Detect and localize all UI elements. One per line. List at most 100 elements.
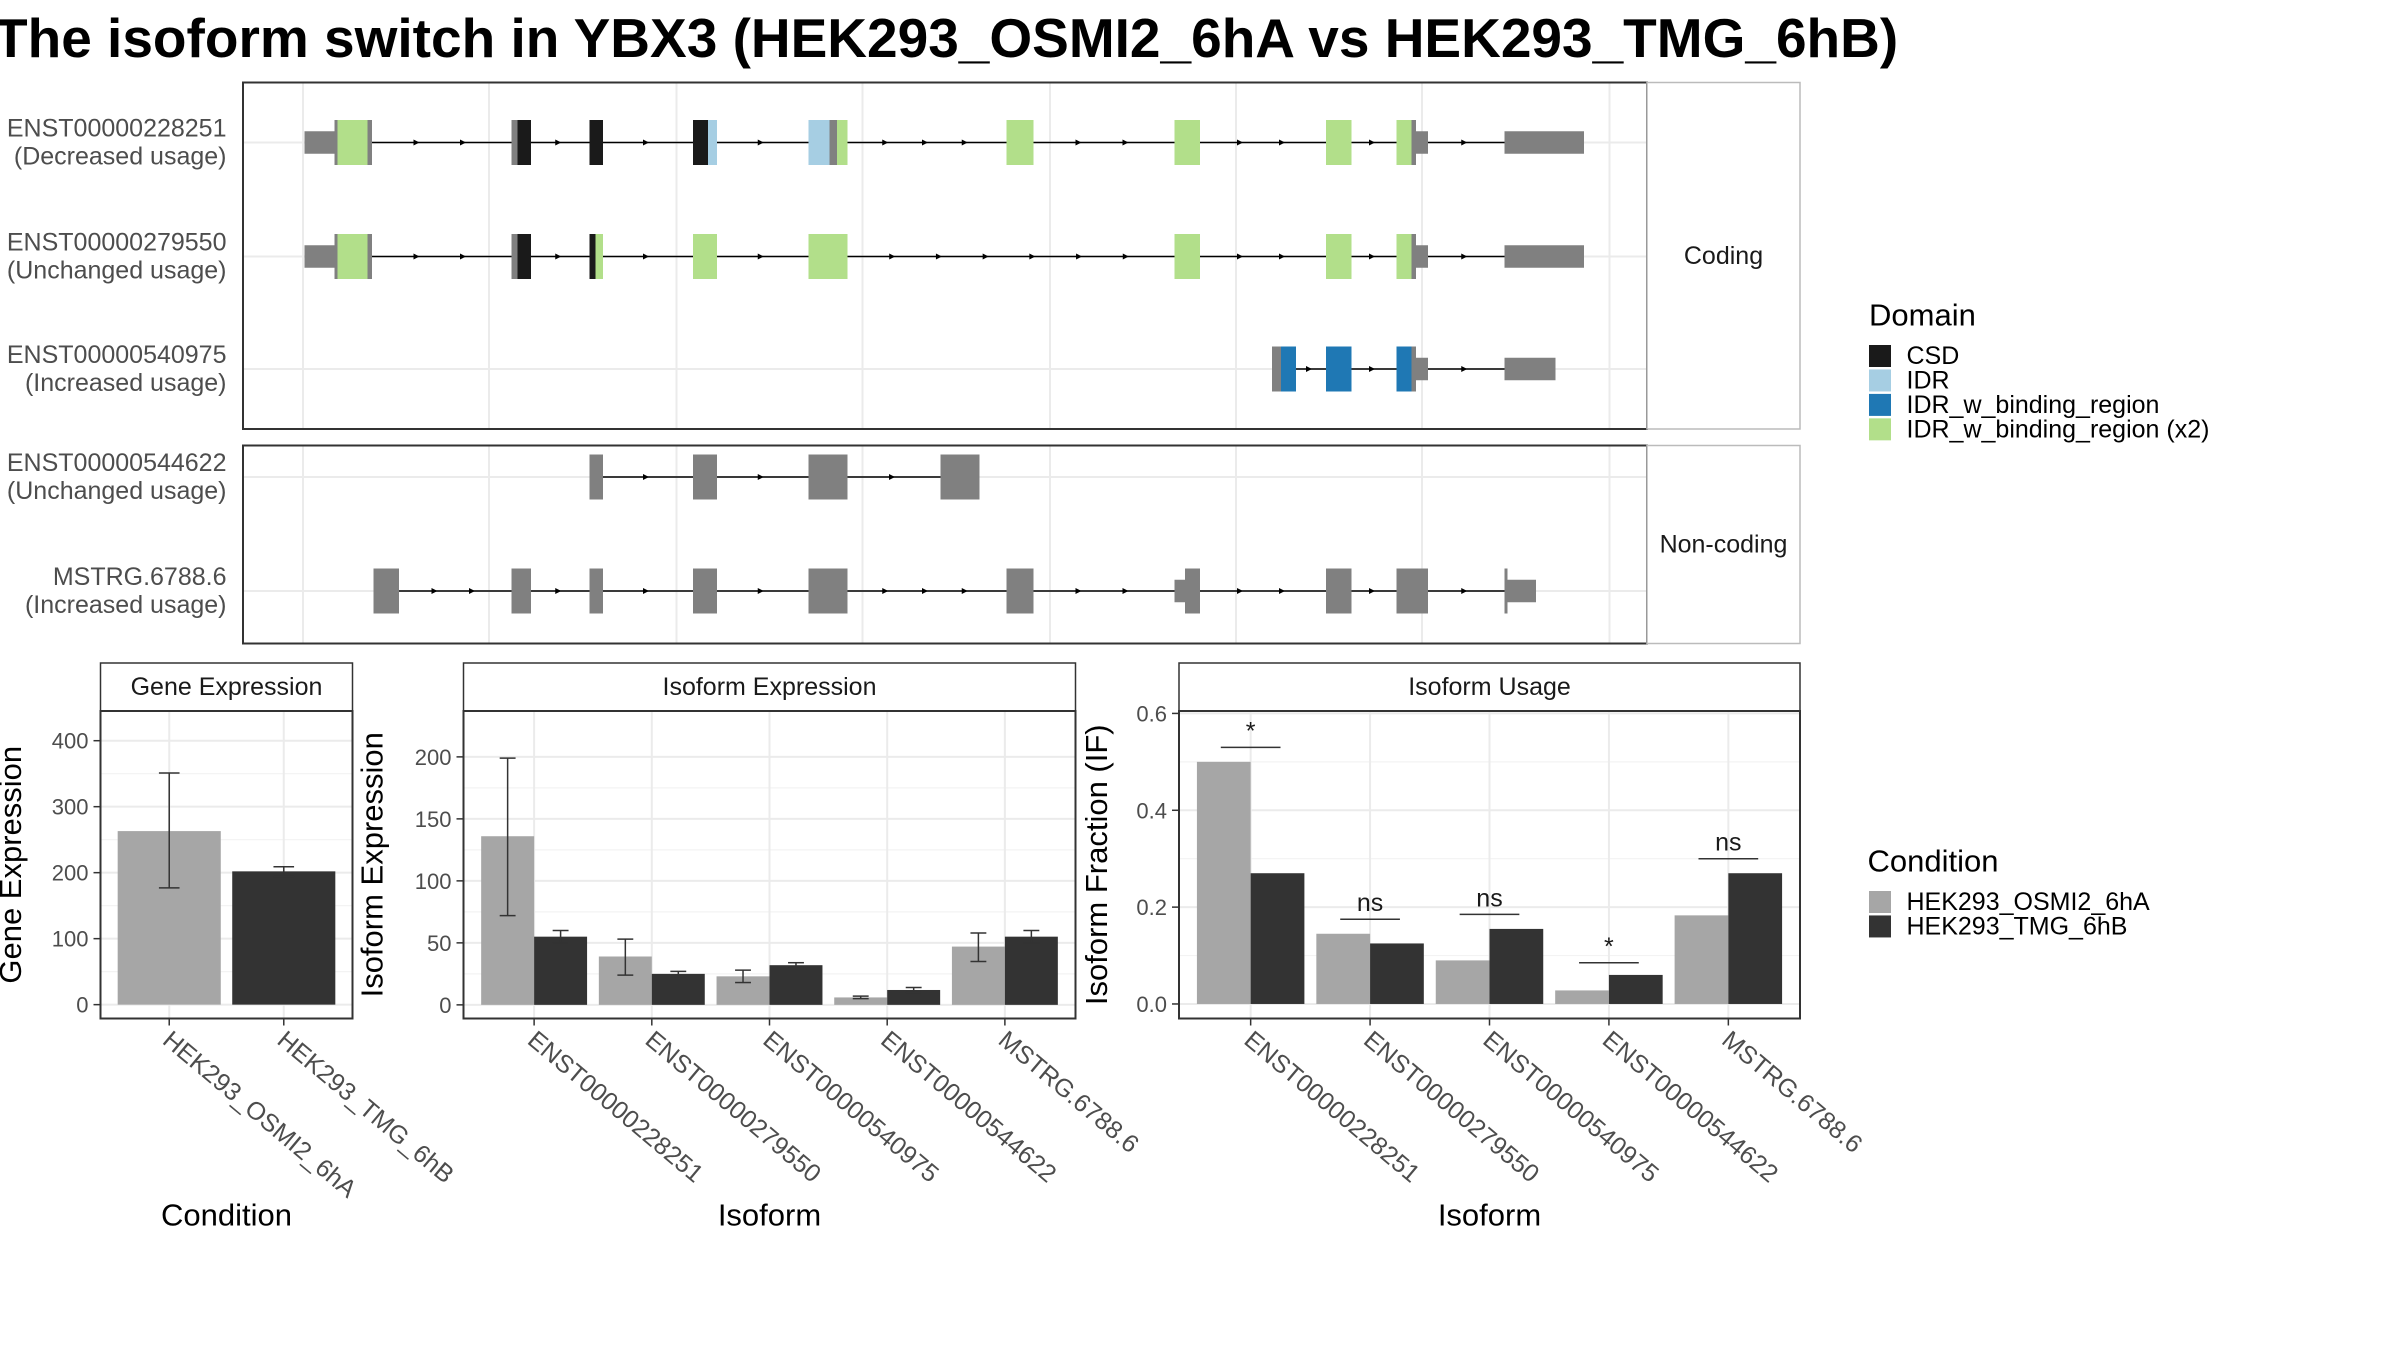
exon-block: [1396, 234, 1412, 279]
intron-arrow: [460, 139, 466, 146]
transcript-usage-label: (Unchanged usage): [7, 477, 227, 505]
bar-ENST00000279550-0: [1316, 933, 1371, 1004]
exon-block: [693, 568, 717, 614]
bar-ENST00000540975-1: [1489, 928, 1544, 1004]
exon-block: [940, 454, 980, 500]
chart-title-strip: [99, 662, 354, 712]
exon-block: [589, 120, 603, 165]
exon-block: [1411, 120, 1416, 165]
y-tick-label: 0: [439, 993, 451, 1018]
intron-arrow: [431, 588, 438, 594]
exon-block: [1326, 234, 1352, 279]
exon-block: [595, 234, 603, 279]
y-tick-label: 0.2: [1136, 895, 1167, 920]
exon-block: [1326, 568, 1352, 614]
exon-block: [1504, 568, 1508, 614]
legend-key: [1869, 915, 1891, 938]
bar-ENST00000544622-0: [834, 997, 888, 1005]
exon-block: [1174, 120, 1200, 165]
exon-block: [589, 234, 596, 279]
intron-arrow: [1369, 588, 1375, 594]
domain-legend: Domain CSDIDRIDR_w_binding_regionIDR_w_bi…: [1869, 298, 2209, 443]
legends: Domain CSDIDRIDR_w_binding_regionIDR_w_bi…: [1868, 298, 2210, 941]
exon-block: [808, 454, 848, 500]
bar-ENST00000228251-1: [1250, 873, 1305, 1004]
expression-bar-plots: Gene Expression 0 100 200 300 400 HEK293_OSMI2…: [0, 662, 1868, 1233]
intron-arrow: [1461, 588, 1468, 594]
coding-strip: [1646, 81, 1801, 430]
transcript-structure-plot: Coding Non-coding ENST00000228251(Decrease…: [7, 81, 1801, 645]
intron-arrow: [882, 588, 889, 594]
exon-block: [1411, 234, 1416, 279]
y-tick-label: 150: [415, 807, 452, 832]
exon-block: [1272, 346, 1281, 392]
transcript-id-label: ENST00000544622: [7, 449, 227, 477]
bar-ENST00000544622-1: [1608, 974, 1663, 1004]
intron-arrow: [1306, 366, 1312, 372]
intron-arrow: [757, 588, 764, 594]
exon-block: [589, 454, 603, 500]
intron-arrow: [1461, 366, 1468, 372]
transcript-id-label: ENST00000228251: [7, 115, 227, 143]
bar-ENST00000279550-1: [1370, 943, 1424, 1004]
bar-ENST00000279550-1: [651, 973, 705, 1005]
noncoding-strip: [1646, 444, 1801, 645]
exon-block: [367, 234, 372, 279]
intron-arrow: [460, 253, 466, 260]
utr-block: [1504, 131, 1584, 154]
noncoding-strip-label: Non-coding: [1660, 531, 1788, 559]
y-tick-label: 100: [415, 869, 452, 894]
exon-block: [1281, 346, 1296, 392]
significance-label: ns: [1357, 889, 1383, 917]
exon-block: [708, 120, 717, 165]
transcript-MSTRG.6788.6: MSTRG.6788.6(Increased usage): [25, 563, 1536, 619]
intron-arrow: [961, 588, 968, 594]
significance-label: *: [1604, 933, 1614, 961]
utr-block: [1174, 579, 1185, 603]
legend-key: [1869, 418, 1891, 441]
bar-HEK293_TMG_6hB: [232, 871, 336, 1005]
intron-arrow: [961, 139, 968, 146]
exon-block: [589, 568, 603, 614]
x-axis-title: Isoform: [718, 1198, 821, 1233]
legend-label: CSD: [1907, 342, 1960, 370]
intron-arrow: [555, 253, 562, 260]
significance-label: *: [1246, 717, 1256, 745]
y-axis-title: Gene Expression: [0, 746, 28, 984]
intron-arrow: [1461, 139, 1468, 146]
y-tick-label: 0.0: [1136, 992, 1167, 1017]
intron-arrow: [1369, 253, 1375, 260]
transcript-ENST00000228251: ENST00000228251(Decreased usage): [7, 115, 1584, 171]
bar-ENST00000540975-0: [1435, 960, 1490, 1004]
intron-arrow: [757, 474, 764, 480]
x-axis-title: Condition: [161, 1198, 292, 1233]
intron-arrow: [889, 474, 895, 480]
y-axis-title: Isoform Expression: [355, 732, 390, 997]
bar-ENST00000228251-1: [534, 936, 588, 1005]
exon-block: [1396, 568, 1428, 614]
bar-chart-1: Isoform Expression050100150200ENST000002…: [355, 662, 1144, 1233]
bar-MSTRG.6788.6-0: [1674, 915, 1729, 1004]
legend-label: HEK293_OSMI2_6hA: [1907, 888, 2151, 916]
intron-arrow: [1369, 366, 1375, 372]
chart-title: Isoform Expression: [663, 673, 877, 701]
intron-arrow: [1279, 588, 1285, 594]
bar-chart-0: Gene Expression 0 100 200 300 400 HEK293_OSMI2…: [0, 662, 459, 1233]
legend-key: [1869, 369, 1891, 392]
utr-block: [1416, 245, 1428, 268]
intron-arrow: [555, 139, 562, 146]
exon-block: [373, 568, 399, 614]
exon-block: [511, 234, 518, 279]
exon-block: [1174, 234, 1200, 279]
utr-block: [1416, 131, 1428, 154]
chart-title: Isoform Usage: [1408, 673, 1571, 701]
transcript-usage-label: (Decreased usage): [14, 143, 227, 171]
intron-arrow: [469, 588, 475, 594]
exon-block: [517, 120, 531, 165]
exon-block: [1006, 568, 1034, 614]
y-tick-label: 300: [52, 795, 89, 820]
exon-block: [1411, 346, 1416, 392]
x-axis-title: Isoform: [1438, 1198, 1541, 1233]
exon-block: [1326, 346, 1352, 392]
